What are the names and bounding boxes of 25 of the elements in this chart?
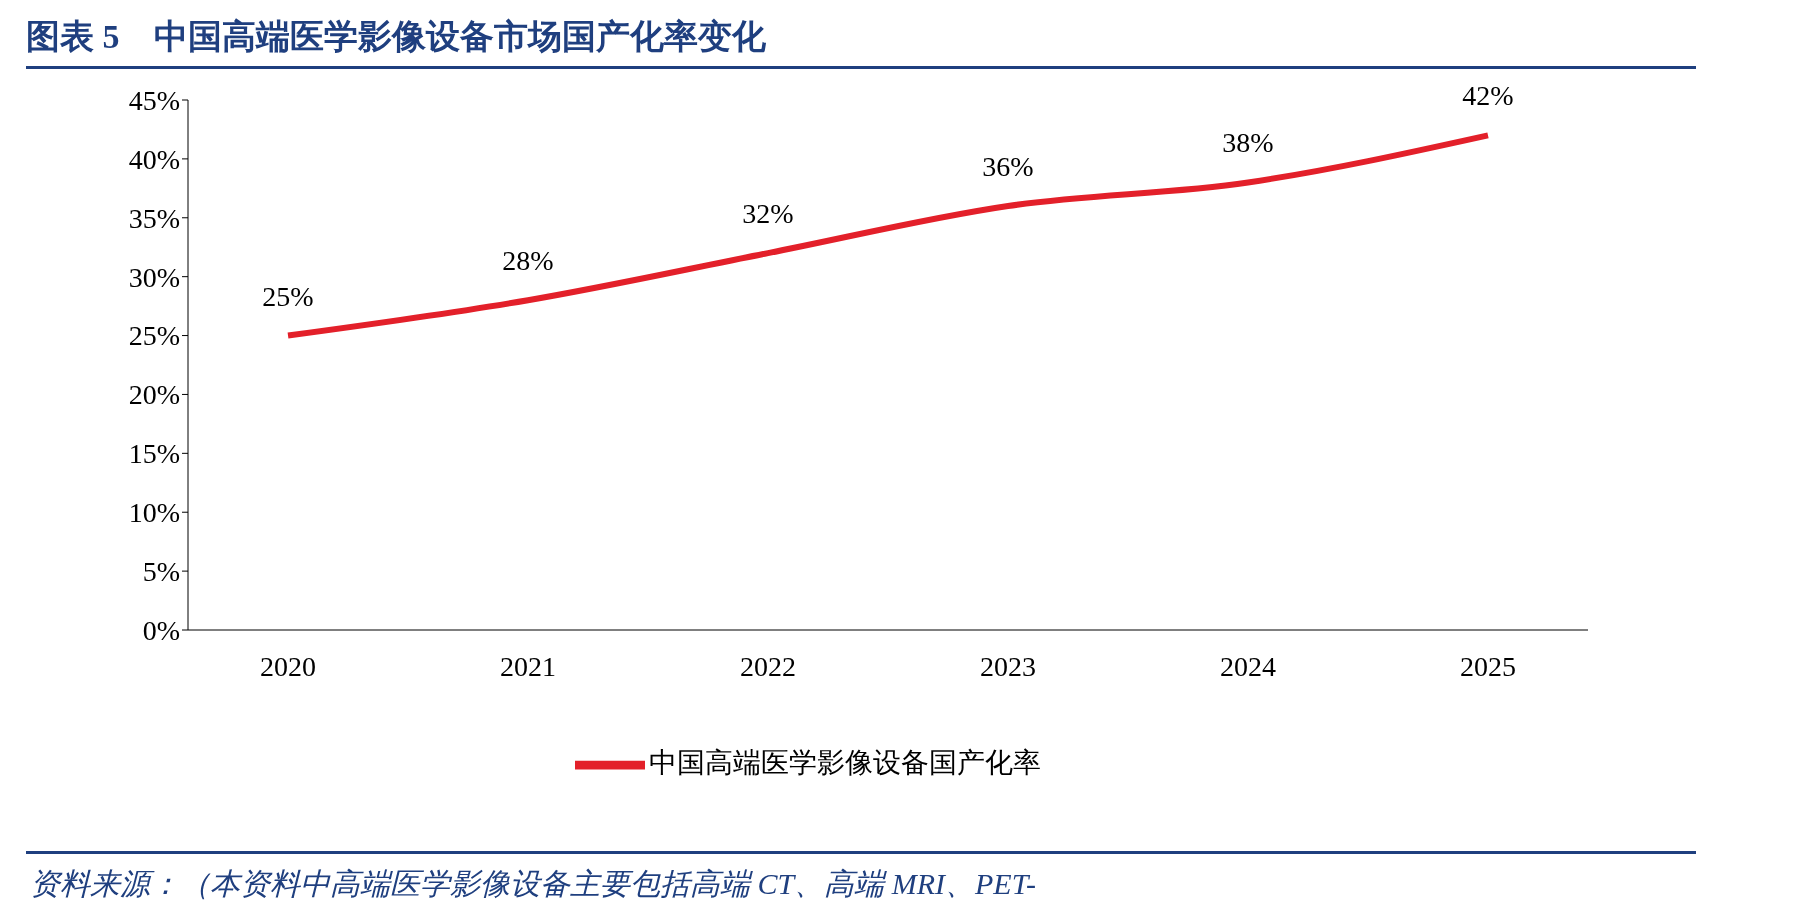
y-tick-label: 40% xyxy=(128,143,180,175)
data-label: 42% xyxy=(1462,80,1514,112)
y-tick-label: 45% xyxy=(128,84,180,116)
y-tick-label: 20% xyxy=(128,379,180,411)
data-label: 36% xyxy=(982,151,1034,182)
x-tick-label: 2021 xyxy=(500,650,556,682)
y-tick-label: 15% xyxy=(128,438,180,470)
data-label: 32% xyxy=(742,198,794,230)
data-label: 28% xyxy=(502,245,554,277)
chart-title: 图表 5 中国高端医学影像设备市场国产化率变化 xyxy=(25,17,767,57)
y-tick-label: 25% xyxy=(128,320,180,352)
y-tick-label: 35% xyxy=(128,202,180,234)
y-tick-label: 0% xyxy=(142,614,180,646)
data-label: 25% xyxy=(262,280,314,312)
y-tick-label: 10% xyxy=(128,497,180,529)
x-tick-label: 2025 xyxy=(1460,650,1516,682)
legend-label: 中国高端医学影像设备国产化率 xyxy=(649,747,1041,779)
x-tick-label: 2020 xyxy=(260,650,316,682)
y-tick-label: 30% xyxy=(128,261,180,293)
x-tick-label: 2024 xyxy=(1220,650,1276,682)
data-label: 38% xyxy=(1222,127,1274,159)
y-tick-label: 5% xyxy=(142,556,180,588)
x-tick-label: 2022 xyxy=(740,650,796,682)
text: 资料来源：（本资料中高端医学影像设备主要包括高端 CT、高端 MRI、PET- xyxy=(30,866,1037,902)
x-tick-label: 2023 xyxy=(980,650,1036,682)
